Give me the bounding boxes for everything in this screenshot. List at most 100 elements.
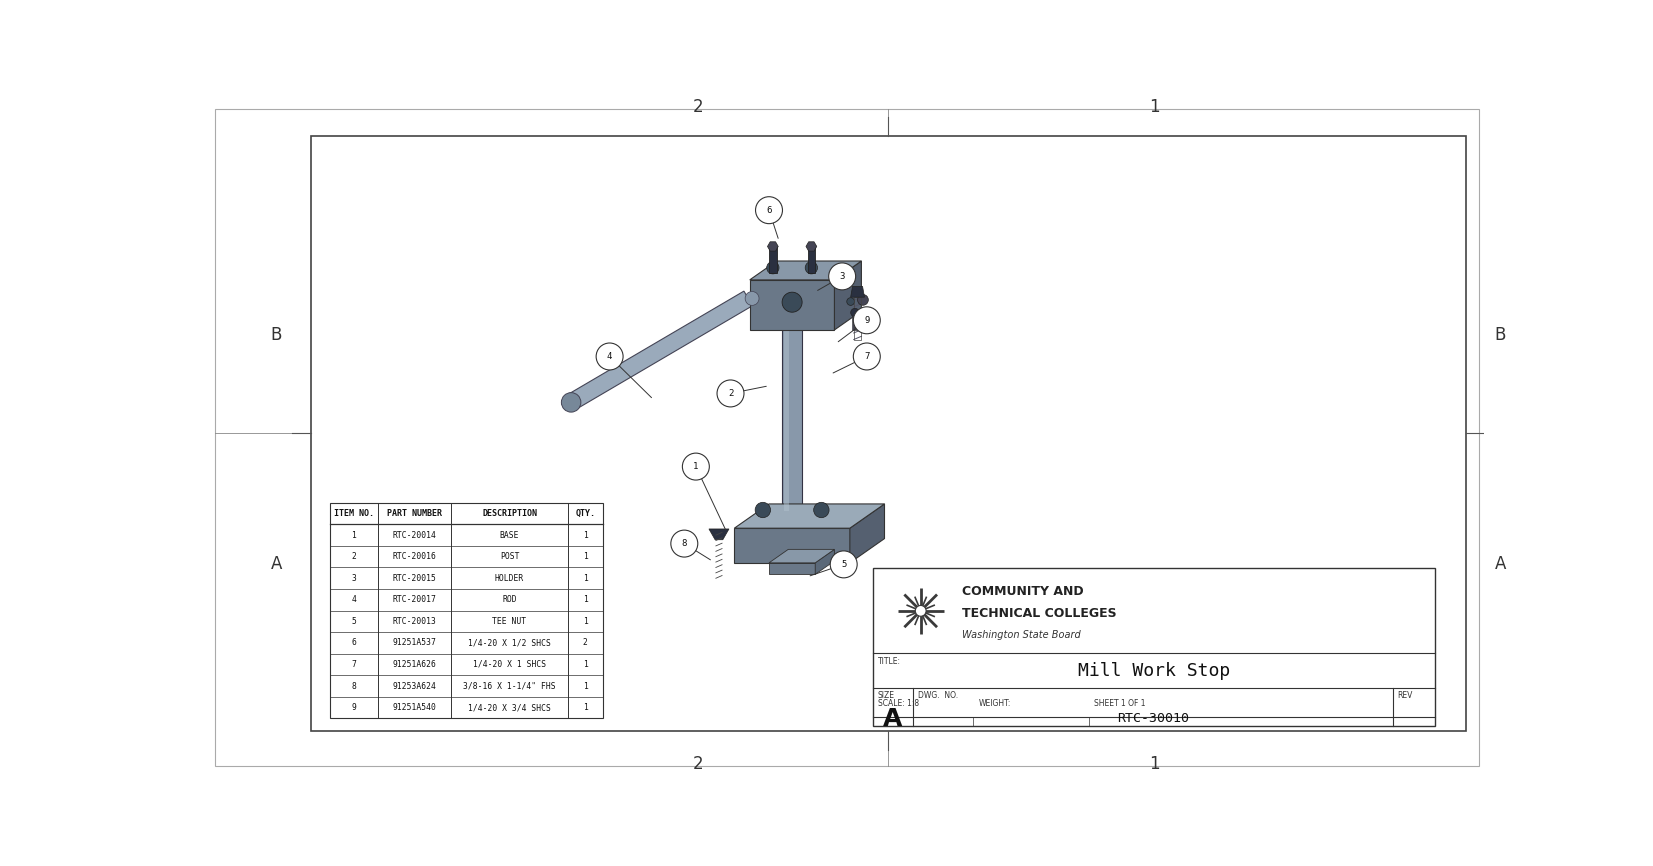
Circle shape xyxy=(671,530,698,557)
Text: 1: 1 xyxy=(584,617,588,626)
Circle shape xyxy=(805,262,818,274)
Text: 1/4-20 X 3/4 SHCS: 1/4-20 X 3/4 SHCS xyxy=(468,703,550,712)
Polygon shape xyxy=(734,504,884,528)
Text: HOLDER: HOLDER xyxy=(494,574,524,583)
Circle shape xyxy=(717,380,744,407)
Text: 5: 5 xyxy=(841,560,846,569)
Circle shape xyxy=(851,308,860,317)
Text: SHEET 1 OF 1: SHEET 1 OF 1 xyxy=(1094,699,1146,708)
Polygon shape xyxy=(807,242,817,251)
Text: TITLE:: TITLE: xyxy=(878,656,901,666)
Text: 8: 8 xyxy=(352,682,357,690)
Text: 9: 9 xyxy=(352,703,357,712)
Text: 1: 1 xyxy=(1149,755,1159,773)
Polygon shape xyxy=(835,261,861,330)
Text: 91253A624: 91253A624 xyxy=(392,682,436,690)
Text: QTY.: QTY. xyxy=(575,509,595,518)
Text: RTC-20015: RTC-20015 xyxy=(392,574,436,583)
Polygon shape xyxy=(769,549,835,563)
Text: 2: 2 xyxy=(693,755,703,773)
Text: RTC-20017: RTC-20017 xyxy=(392,595,436,604)
Bar xyxy=(808,247,815,274)
Circle shape xyxy=(858,294,868,306)
Text: SCALE: 1:8: SCALE: 1:8 xyxy=(878,699,919,708)
Text: 7: 7 xyxy=(352,660,357,669)
Text: 1: 1 xyxy=(693,462,699,471)
Circle shape xyxy=(683,453,709,480)
Text: 1: 1 xyxy=(584,574,588,583)
Text: WEIGHT:: WEIGHT: xyxy=(979,699,1012,708)
Polygon shape xyxy=(734,528,850,563)
Text: 1: 1 xyxy=(584,703,588,712)
Text: 2: 2 xyxy=(352,553,357,561)
Text: 91251A626: 91251A626 xyxy=(392,660,436,669)
Text: REV: REV xyxy=(1397,690,1413,700)
Bar xyxy=(769,247,777,274)
Text: 1: 1 xyxy=(584,531,588,540)
Text: 3/8-16 X 1-1/4" FHS: 3/8-16 X 1-1/4" FHS xyxy=(463,682,555,690)
Text: 6: 6 xyxy=(352,638,357,648)
Text: 1: 1 xyxy=(584,660,588,669)
Text: 2: 2 xyxy=(693,98,703,116)
Bar xyxy=(873,568,1435,726)
Text: RTC-20014: RTC-20014 xyxy=(392,531,436,540)
Text: RTC-30010: RTC-30010 xyxy=(1117,712,1189,725)
Circle shape xyxy=(782,292,802,313)
Text: RTC-20016: RTC-20016 xyxy=(392,553,436,561)
Polygon shape xyxy=(815,549,835,574)
Text: B: B xyxy=(1494,326,1506,345)
Circle shape xyxy=(562,392,580,412)
Bar xyxy=(784,305,788,511)
Circle shape xyxy=(755,197,782,223)
Text: 9: 9 xyxy=(865,316,869,325)
Text: 1/4-20 X 1/2 SHCS: 1/4-20 X 1/2 SHCS xyxy=(468,638,550,648)
Text: 1: 1 xyxy=(584,553,588,561)
Text: COMMUNITY AND: COMMUNITY AND xyxy=(962,585,1083,598)
Text: A: A xyxy=(883,707,903,731)
Text: 5: 5 xyxy=(352,617,357,626)
Text: 2: 2 xyxy=(584,638,588,648)
Circle shape xyxy=(755,502,770,518)
Circle shape xyxy=(828,263,856,290)
Text: RTC-20013: RTC-20013 xyxy=(392,617,436,626)
Polygon shape xyxy=(750,261,861,280)
Circle shape xyxy=(853,343,881,370)
Text: 8: 8 xyxy=(681,540,688,548)
Circle shape xyxy=(746,292,759,306)
Polygon shape xyxy=(709,529,729,540)
Bar xyxy=(853,313,858,330)
Text: A: A xyxy=(1494,555,1506,573)
Circle shape xyxy=(853,307,881,333)
Text: ITEM NO.: ITEM NO. xyxy=(334,509,374,518)
Text: 3: 3 xyxy=(352,574,357,583)
Bar xyxy=(855,297,861,339)
Text: TECHNICAL COLLEGES: TECHNICAL COLLEGES xyxy=(962,607,1116,620)
Text: SIZE: SIZE xyxy=(878,690,894,700)
Text: 3: 3 xyxy=(840,272,845,281)
Polygon shape xyxy=(769,563,815,574)
Polygon shape xyxy=(567,291,752,410)
Text: DWG.  NO.: DWG. NO. xyxy=(917,690,957,700)
Text: POST: POST xyxy=(499,553,519,561)
Text: 6: 6 xyxy=(767,206,772,215)
Text: BASE: BASE xyxy=(499,531,519,540)
Text: 91251A540: 91251A540 xyxy=(392,703,436,712)
Circle shape xyxy=(813,502,830,518)
Polygon shape xyxy=(850,504,884,563)
Bar xyxy=(311,136,1466,731)
Text: PART NUMBER: PART NUMBER xyxy=(387,509,441,518)
Text: 2: 2 xyxy=(727,389,734,398)
Text: 1: 1 xyxy=(584,682,588,690)
Text: ROD: ROD xyxy=(503,595,517,604)
Circle shape xyxy=(916,605,926,617)
Circle shape xyxy=(597,343,623,370)
Text: 1/4-20 X 1 SHCS: 1/4-20 X 1 SHCS xyxy=(473,660,545,669)
Circle shape xyxy=(830,551,858,578)
Text: 7: 7 xyxy=(865,352,869,361)
Text: DESCRIPTION: DESCRIPTION xyxy=(483,509,537,518)
Polygon shape xyxy=(851,287,865,297)
Text: A: A xyxy=(271,555,283,573)
Text: 1: 1 xyxy=(1149,98,1159,116)
Text: TEE NUT: TEE NUT xyxy=(493,617,527,626)
Text: Mill Work Stop: Mill Work Stop xyxy=(1078,662,1230,680)
